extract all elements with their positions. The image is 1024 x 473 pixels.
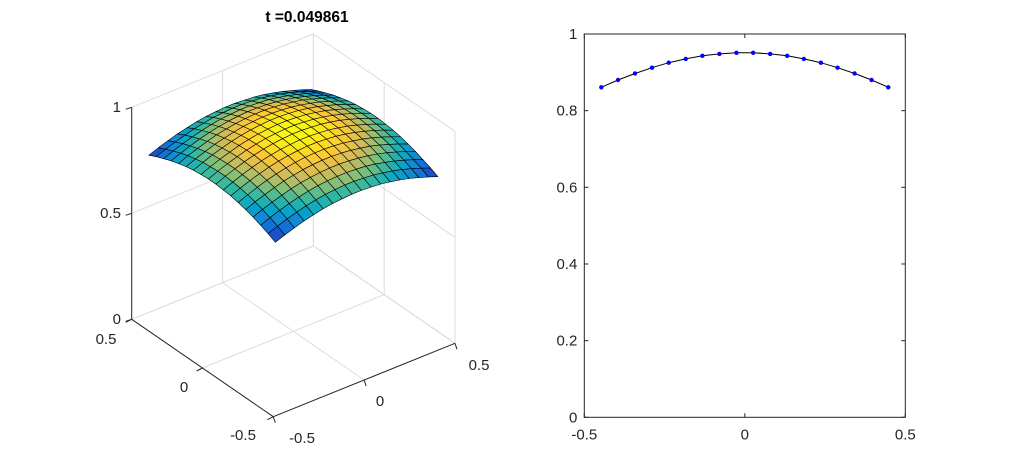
line-axes-box bbox=[583, 33, 906, 418]
data-point bbox=[801, 56, 807, 62]
data-point bbox=[784, 53, 790, 59]
y-tick bbox=[267, 416, 274, 421]
y-tick bbox=[196, 367, 203, 372]
data-point bbox=[683, 56, 688, 62]
z-tick-label: 1 bbox=[113, 99, 121, 116]
y-tick-label: 0.2 bbox=[556, 333, 577, 350]
y-tick-label: -0.5 bbox=[230, 427, 256, 444]
data-point bbox=[852, 71, 857, 76]
data-point bbox=[615, 77, 621, 83]
y-tick-label: 0.5 bbox=[96, 331, 117, 348]
x-tick-label: 0.5 bbox=[469, 357, 490, 374]
data-point bbox=[835, 65, 840, 70]
floor-grid-line bbox=[202, 294, 385, 369]
data-point bbox=[599, 85, 604, 90]
y-tick-label: 1 bbox=[569, 26, 577, 43]
z-tick-label: 0.5 bbox=[100, 205, 121, 222]
z-tick-label: 0 bbox=[113, 311, 121, 328]
x-tick-label: -0.5 bbox=[571, 426, 597, 443]
line-series bbox=[599, 50, 891, 90]
y-tick bbox=[125, 318, 132, 323]
y-tick-label: 0 bbox=[569, 409, 577, 426]
series-line bbox=[601, 52, 889, 88]
data-point bbox=[869, 77, 874, 83]
surface-axis-lines bbox=[125, 106, 458, 423]
line-axes: 00.20.40.60.81-0.5 0 0.5 bbox=[556, 26, 915, 443]
data-point bbox=[632, 71, 638, 76]
data-point bbox=[818, 60, 824, 65]
y-tick-label: 0.4 bbox=[556, 256, 577, 273]
data-point bbox=[649, 65, 655, 70]
z-tick bbox=[125, 212, 132, 216]
data-point bbox=[717, 51, 722, 57]
x-tick bbox=[272, 416, 276, 423]
surface-mesh bbox=[148, 89, 439, 243]
y-tick-label: 0 bbox=[180, 379, 188, 396]
data-point bbox=[886, 85, 891, 90]
z-tick bbox=[125, 106, 132, 110]
y-tick-label: 0.8 bbox=[556, 103, 577, 120]
data-point bbox=[767, 51, 773, 57]
surface-title: t =0.049861 bbox=[265, 9, 349, 26]
data-point bbox=[750, 50, 756, 55]
x-tick bbox=[454, 343, 458, 350]
x-tick-label: 0.5 bbox=[895, 426, 916, 443]
x-tick-label: 0 bbox=[376, 393, 384, 410]
x-tick-label: 0 bbox=[741, 426, 749, 443]
data-point bbox=[734, 50, 739, 55]
data-point bbox=[700, 53, 705, 59]
surface-axes: t =0.049861 0 0.5 1 0.5 0 -0.5 -0.5 0 0.… bbox=[96, 9, 490, 447]
x-tick-label: -0.5 bbox=[289, 430, 315, 447]
surface-face bbox=[267, 225, 286, 243]
x-tick bbox=[363, 379, 367, 387]
line-axes-ticks: 00.20.40.60.81-0.5 0 0.5 bbox=[556, 26, 915, 443]
y-tick-label: 0.6 bbox=[556, 179, 577, 196]
data-point bbox=[666, 60, 671, 65]
